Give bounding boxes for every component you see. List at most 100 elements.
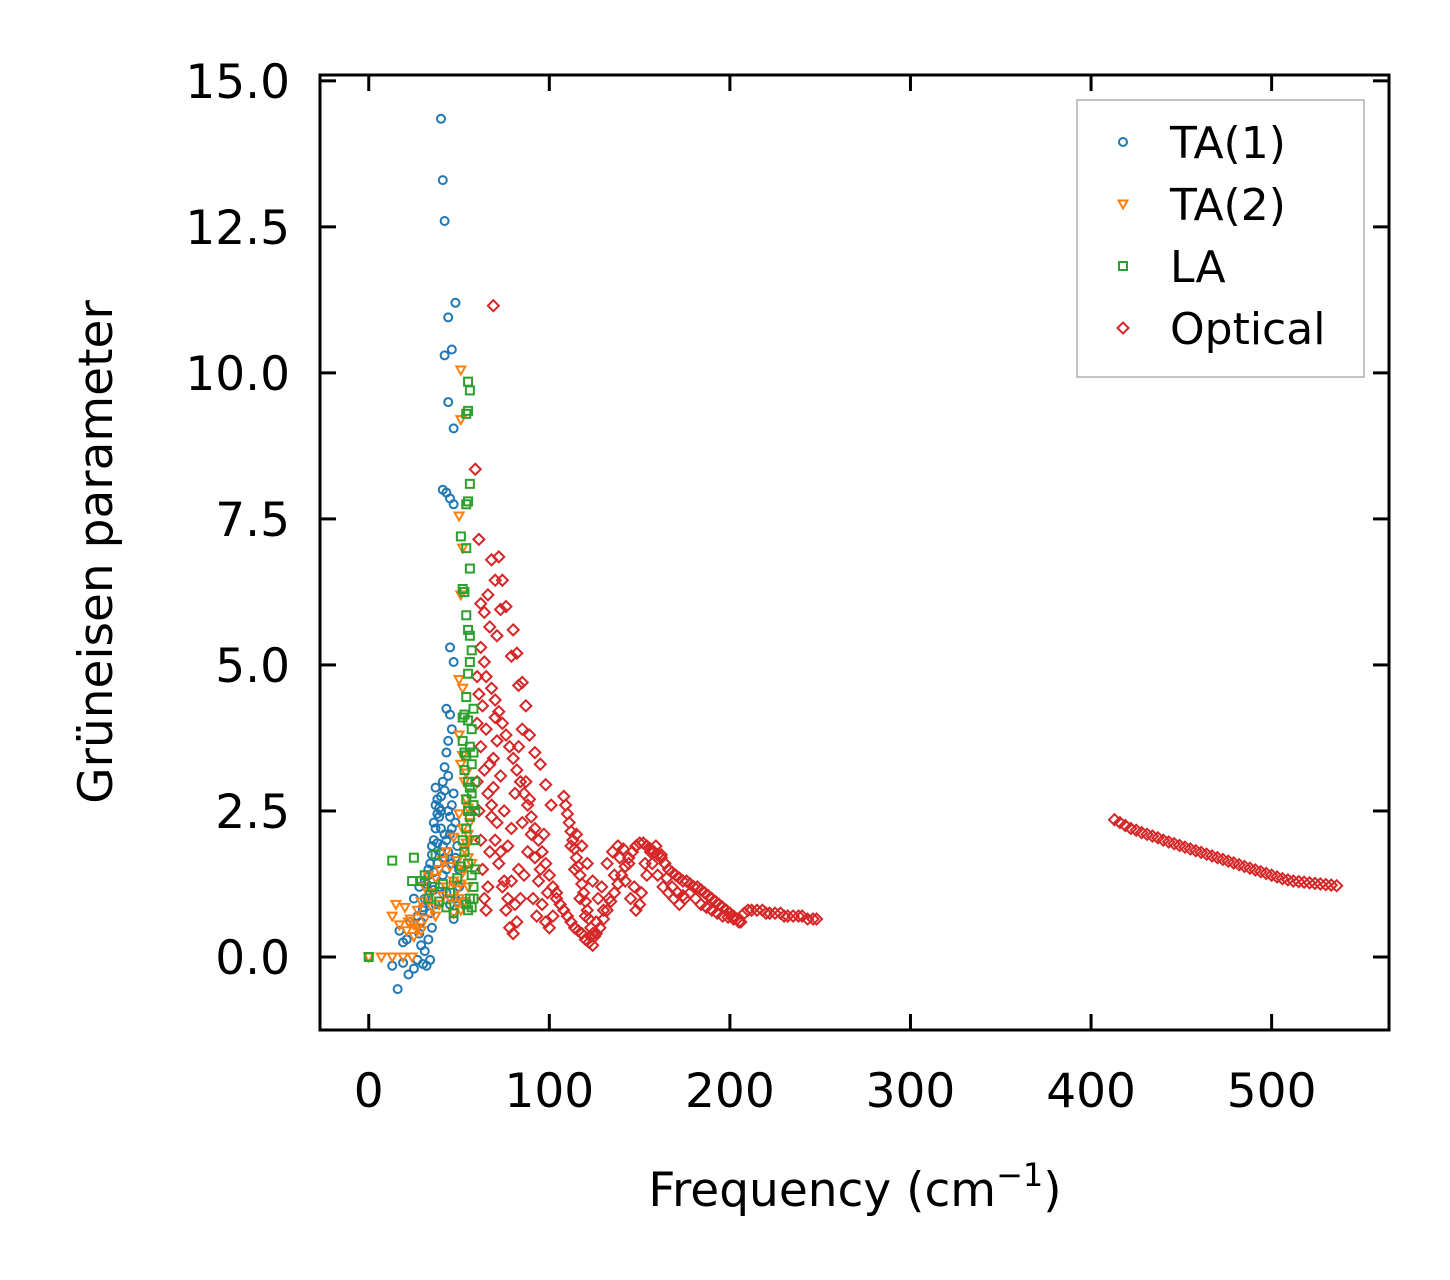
data-point [461,829,475,841]
data-point [441,747,452,758]
data-point [432,864,446,876]
data-point [430,849,441,860]
data-point [436,856,450,868]
data-point [623,891,638,906]
x-tick-label: 0 [354,1064,384,1119]
data-point [791,909,806,924]
data-point [621,850,636,865]
data-point [470,835,481,846]
data-point [540,885,555,900]
data-point [461,610,472,621]
data-point [484,681,499,696]
axes-frame [318,73,1391,1032]
data-point [459,765,470,776]
data-point [535,897,550,912]
data-point [533,862,548,877]
data-point [596,903,611,918]
data-point [583,929,598,944]
data-point [578,909,593,924]
data-point [538,777,553,792]
data-point [452,675,466,687]
x-axis-label-close: ) [1043,1163,1061,1218]
data-point [463,818,477,830]
data-point [549,885,564,900]
data-point [461,899,472,910]
data-point [437,776,448,787]
data-point [437,175,448,186]
data-point [470,776,481,787]
data-point [546,909,560,924]
data-point [482,844,497,859]
data-point [445,709,456,720]
data-point [511,739,526,754]
data-point [454,365,468,377]
data-point [600,856,615,871]
data-point [441,835,452,846]
data-point [493,844,508,859]
data-point [387,855,398,866]
data-point [451,899,464,911]
data-point [464,782,475,793]
data-point [446,344,457,355]
data-point [564,915,578,929]
data-point [535,844,550,859]
data-point [443,735,454,746]
legend-label: TA(1) [1169,118,1286,169]
y-tick-label: 5.0 [215,639,290,694]
data-point [425,888,439,900]
data-point [504,649,519,664]
data-point [632,836,647,851]
data-point [481,587,495,602]
data-point [459,747,470,758]
data-point [452,809,466,821]
data-point [408,852,419,863]
data-point [591,891,605,906]
data-point [466,759,477,770]
data-point [440,847,453,859]
data-point [464,563,475,574]
data-point [502,739,517,754]
data-point [618,859,633,874]
data-point [594,879,609,894]
data-point [448,908,459,919]
series-la [363,376,481,962]
data-point [567,862,582,877]
data-point [477,605,492,620]
data-point [602,891,616,906]
data-point [759,906,773,921]
data-point [457,712,468,723]
x-tick-label: 200 [685,1064,775,1119]
data-point [506,622,521,637]
data-point [470,864,481,875]
data-point [445,887,456,898]
data-point [522,792,537,807]
data-point [659,871,674,886]
data-point [437,878,448,889]
data-point [500,891,515,906]
legend: TA(1) TA(2) LA Optical [1076,99,1365,378]
data-point [470,716,485,731]
data-point [518,698,533,713]
data-point [398,902,412,914]
data-point [479,669,494,684]
data-point [461,543,472,554]
x-axis-label-superscript: −1 [996,1156,1043,1194]
y-tick-label: 0.0 [215,931,290,986]
data-point [464,630,475,641]
plot-marks [362,113,1344,995]
data-point [461,408,472,419]
data-point [439,350,450,361]
data-point [407,876,418,887]
data-point [471,687,486,702]
data-point [508,786,522,801]
data-point [574,839,589,853]
data-point [499,903,513,918]
data-point [456,683,469,695]
data-point [428,817,439,828]
data-point [515,675,530,690]
data-point [463,496,474,507]
data-point [650,868,665,883]
x-tick-label: 300 [866,1064,956,1119]
data-point [425,902,439,914]
